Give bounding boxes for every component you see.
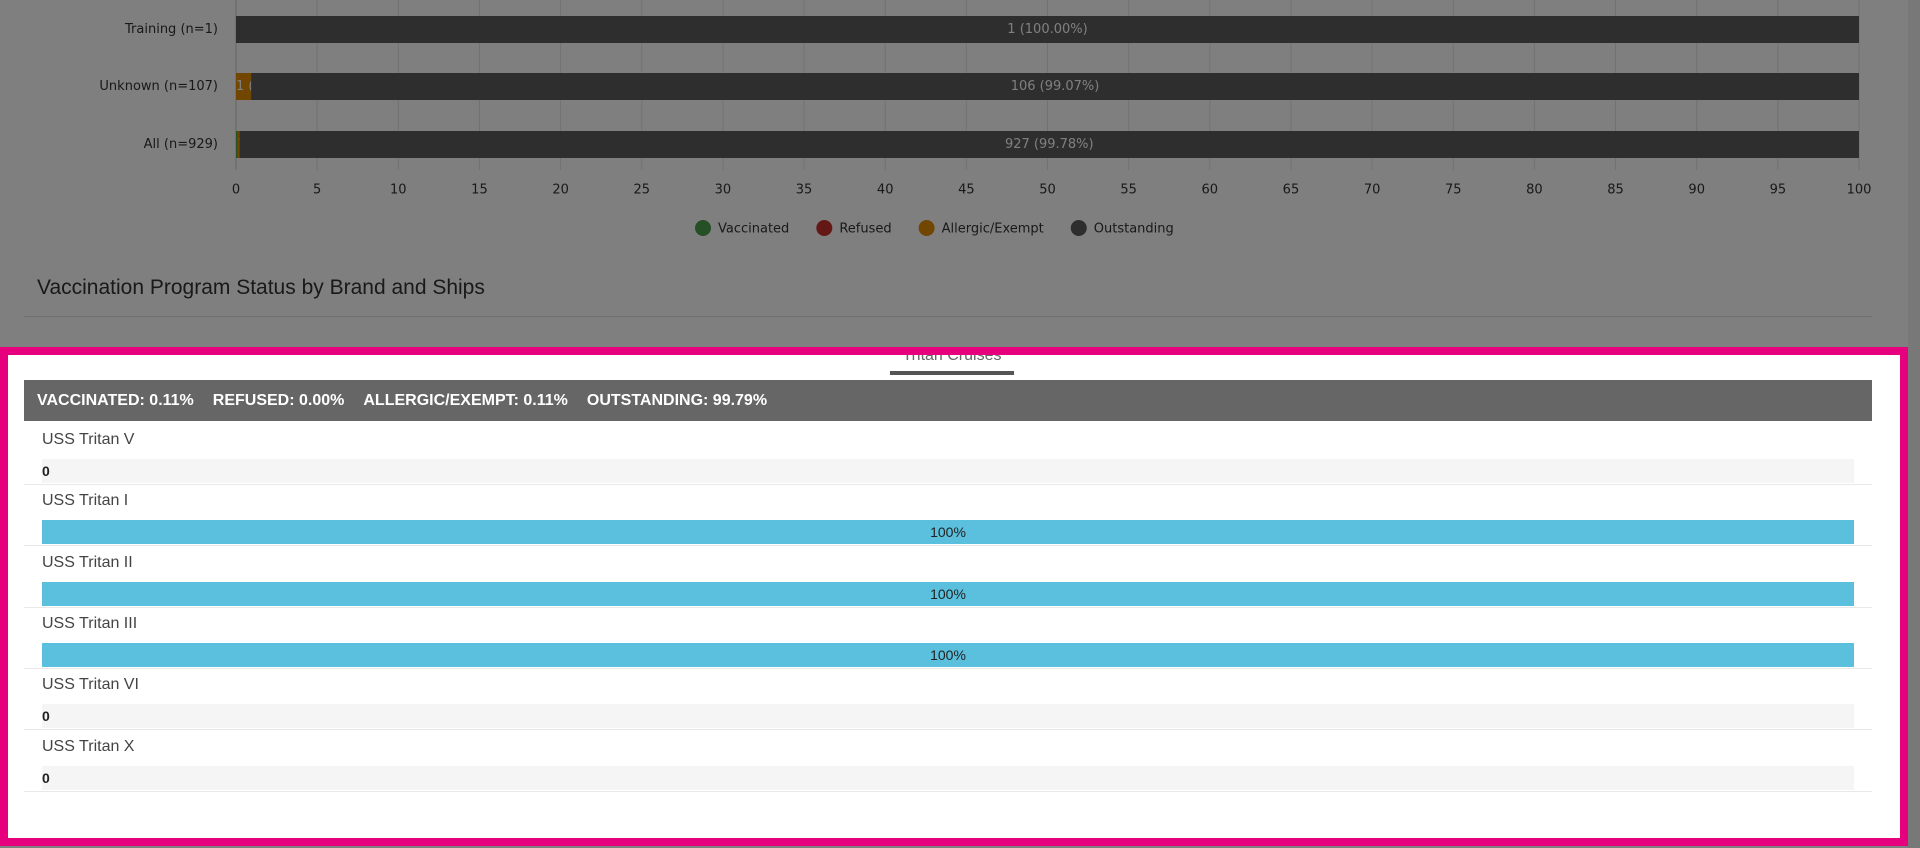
ship-row: USS Tritan I 100% <box>24 484 1872 547</box>
ship-row: USS Tritan II 100% <box>24 546 1872 608</box>
ship-row: USS Tritan VI 0 <box>24 668 1872 731</box>
ship-name: USS Tritan V <box>42 431 135 448</box>
progress-track: 100% <box>42 581 1854 606</box>
summary-item: ALLERGIC/EXEMPT: 0.11% <box>363 392 568 409</box>
summary-item: VACCINATED: 0.11% <box>37 392 194 409</box>
progress-label: 100% <box>930 646 966 663</box>
progress-track: 100% <box>42 642 1854 667</box>
progress-bar <box>42 642 1854 667</box>
ship-row: USS Tritan III 100% <box>24 607 1872 669</box>
ship-name: USS Tritan I <box>42 492 129 510</box>
progress-label: 0 <box>42 463 50 479</box>
ship-row: USS Tritan V 0 <box>24 423 1872 485</box>
progress-track: 100% <box>42 520 1854 545</box>
progress-track: 0 <box>42 704 1854 729</box>
progress-label: 100% <box>930 585 966 602</box>
progress-bar <box>42 520 1854 545</box>
ship-row: USS Tritan X 0 <box>24 730 1872 792</box>
progress-label: 100% <box>930 524 966 541</box>
summary-item: OUTSTANDING: 99.79% <box>586 392 768 409</box>
ship-name: USS Tritan III <box>42 614 138 632</box>
brand-panel: Tritan Cruises VACCINATED: 0.11% REFUSED:… <box>0 347 1908 846</box>
progress-track: 0 <box>42 459 1854 483</box>
brand-tab[interactable]: Tritan Cruises <box>890 355 1014 375</box>
progress-label: 0 <box>42 708 50 725</box>
summary-bar: VACCINATED: 0.11% REFUSED: 0.00% ALLERGIC/… <box>24 380 1872 421</box>
ship-name: USS Tritan II <box>42 553 133 571</box>
summary-item: REFUSED: 0.00% <box>212 392 345 409</box>
progress-label: 0 <box>42 769 50 786</box>
progress-track: 0 <box>42 765 1854 790</box>
ship-name: USS Tritan VI <box>42 676 139 694</box>
ship-name: USS Tritan X <box>42 737 135 755</box>
progress-bar <box>42 581 1854 606</box>
